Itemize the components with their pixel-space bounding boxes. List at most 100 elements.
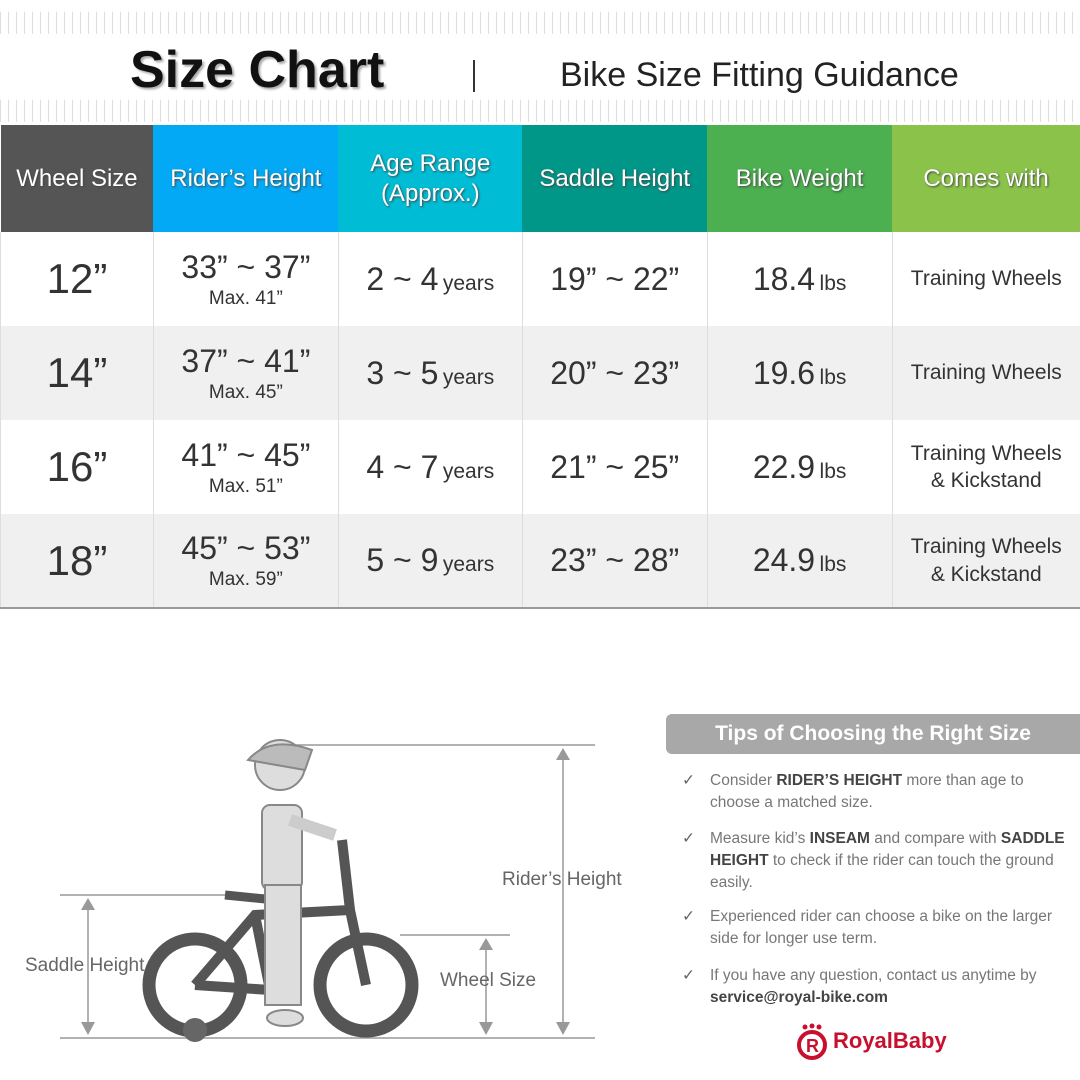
- age-range-value: 5 ~ 9: [366, 542, 439, 578]
- column-header-label: Saddle Height: [539, 164, 691, 192]
- rider-height-max: Max. 51”: [208, 475, 283, 497]
- tip-text: more than age to choose a matched size.: [710, 772, 1024, 811]
- column-header: Age Range (Approx.): [338, 125, 523, 232]
- rider-height-range: 37” ~ 41”: [181, 342, 311, 379]
- age-range-value: 4 ~ 7: [366, 448, 439, 485]
- table-row: 12” 33” ~ 37” Max. 41” 2 ~ 4 years 19” ~ …: [0, 232, 1080, 326]
- rider-height-cell: 45” ~ 53” Max. 59”: [152, 514, 339, 609]
- bike-weight-cell: 24.9 lbs: [706, 514, 893, 609]
- rider-height-range: 41” ~ 45”: [181, 436, 311, 473]
- column-header: Rider’s Height: [153, 125, 339, 232]
- rider-bike-diagram: [60, 739, 595, 1042]
- title-divider: [473, 60, 475, 92]
- tip-item: ✓ Consider RIDER’S HEIGHT more than age t…: [682, 770, 1072, 814]
- saddle-height-value: 21” ~ 25”: [550, 448, 680, 485]
- rider-height-range: 45” ~ 53”: [181, 530, 311, 566]
- rider-height-max: Max. 45”: [208, 381, 283, 403]
- table-row: 16” 41” ~ 45” Max. 51” 4 ~ 7 years 21” ~ …: [0, 420, 1080, 514]
- wheel-size-cell: 14”: [0, 326, 154, 420]
- column-header: Comes with: [892, 125, 1080, 232]
- saddle-height-value: 19” ~ 22”: [550, 260, 680, 297]
- age-unit: years: [442, 459, 495, 483]
- tip-emphasis: SADDLE HEIGHT: [710, 830, 1065, 869]
- column-header: Saddle Height: [522, 125, 708, 232]
- bike-weight-value: 22.9: [752, 448, 816, 485]
- check-icon: ✓: [682, 772, 695, 789]
- saddle-height-cell: 20” ~ 23”: [521, 326, 708, 420]
- comes-with-cell: Training Wheels & Kickstand: [891, 420, 1080, 514]
- wheel-size-label: Wheel Size: [440, 970, 537, 991]
- check-icon: ✓: [682, 830, 695, 847]
- bike-weight-value: 19.6: [752, 354, 816, 391]
- wheel-size-cell: 12”: [0, 232, 154, 326]
- saddle-height-value: 23” ~ 28”: [550, 542, 680, 578]
- comes-with-line-2: & Kickstand: [930, 469, 1042, 492]
- rider-height-cell: 37” ~ 41” Max. 45”: [152, 326, 339, 420]
- page-subtitle: Bike Size Fitting Guidance: [560, 56, 959, 94]
- training-wheel-icon: [183, 1018, 207, 1042]
- column-header-label: Age Range (Approx.): [370, 149, 491, 207]
- size-chart-table: Wheel Size Rider’s Height Age Range (Appro…: [0, 125, 1080, 609]
- wheel-size-value: 14”: [46, 349, 108, 396]
- wheel-size-value: 16”: [46, 443, 108, 490]
- saddle-height-label: Saddle Height: [25, 955, 145, 976]
- crown-r-logo-icon: R: [797, 1023, 827, 1060]
- age-range-cell: 4 ~ 7 years: [337, 420, 523, 514]
- comes-with-line-1: Training Wheels: [910, 441, 1062, 465]
- tip-emphasis: INSEAM: [809, 830, 870, 847]
- saddle-height-value: 20” ~ 23”: [550, 354, 680, 391]
- bike-weight-value: 24.9: [752, 542, 816, 578]
- age-range-cell: 2 ~ 4 years: [337, 232, 523, 326]
- column-header-label: Bike Weight: [735, 164, 864, 192]
- weight-unit: lbs: [819, 365, 847, 389]
- tip-item: ✓ Experienced rider can choose a bike on …: [682, 906, 1072, 950]
- comes-with-line-2: & Kickstand: [930, 562, 1042, 586]
- column-header-label: Comes with: [923, 164, 1049, 192]
- comes-with-cell: Training Wheels: [891, 326, 1080, 420]
- wheel-size-value: 12”: [46, 255, 108, 302]
- age-unit: years: [442, 365, 495, 389]
- bike-weight-cell: 18.4 lbs: [706, 232, 893, 326]
- weight-unit: lbs: [819, 553, 847, 576]
- tip-item: ✓ Measure kid’s INSEAM and compare with S…: [682, 828, 1072, 894]
- weight-unit: lbs: [819, 271, 847, 295]
- age-range-cell: 5 ~ 9 years: [337, 514, 523, 609]
- comes-with-line-1: Training Wheels: [910, 267, 1062, 291]
- rider-height-cell: 33” ~ 37” Max. 41”: [152, 232, 339, 326]
- check-icon: ✓: [682, 967, 695, 984]
- comes-with-line-1: Training Wheels: [910, 361, 1062, 385]
- rider-height-range: 33” ~ 37”: [181, 248, 311, 285]
- comes-with-line-1: Training Wheels: [910, 535, 1062, 559]
- riders-height-label: Rider’s Height: [502, 869, 622, 890]
- age-range-value: 3 ~ 5: [366, 354, 439, 391]
- brand-name: RoyalBaby: [833, 1028, 947, 1053]
- tip-text: and compare with: [869, 830, 1001, 847]
- tip-text: If you have any question, contact us any…: [710, 967, 1037, 984]
- tip-text: to check if the rider can touch the grou…: [710, 852, 1054, 891]
- wheel-size-cell: 18”: [0, 514, 154, 609]
- column-header-label: Wheel Size: [16, 164, 138, 192]
- age-range-value: 2 ~ 4: [366, 260, 439, 297]
- child-illustration: [246, 739, 337, 1027]
- saddle-height-cell: 23” ~ 28”: [521, 514, 708, 609]
- tip-text: Consider: [710, 772, 777, 789]
- bike-weight-value: 18.4: [752, 260, 816, 297]
- column-header: Wheel Size: [0, 125, 154, 232]
- column-header-label: Rider’s Height: [170, 164, 322, 192]
- rider-height-cell: 41” ~ 45” Max. 51”: [152, 420, 339, 514]
- weight-unit: lbs: [819, 459, 847, 483]
- bike-weight-cell: 22.9 lbs: [706, 420, 893, 514]
- ruler-decoration-bottom: [0, 100, 1080, 122]
- royalbaby-logo: R RoyalBaby: [795, 1022, 947, 1060]
- rider-height-max: Max. 41”: [208, 287, 283, 309]
- rider-height-max: Max. 59”: [208, 569, 283, 590]
- tip-text: Experienced rider can choose a bike on t…: [710, 908, 1053, 947]
- wheel-size-value: 18”: [46, 536, 108, 584]
- bike-illustration: [142, 839, 419, 1038]
- check-icon: ✓: [682, 908, 695, 925]
- age-unit: years: [442, 271, 495, 295]
- comes-with-cell: Training Wheels & Kickstand: [891, 514, 1080, 609]
- tip-emphasis: service@royal-bike.com: [710, 989, 888, 1006]
- svg-text:R: R: [806, 1036, 819, 1056]
- tip-item: ✓ If you have any question, contact us an…: [682, 965, 1072, 1009]
